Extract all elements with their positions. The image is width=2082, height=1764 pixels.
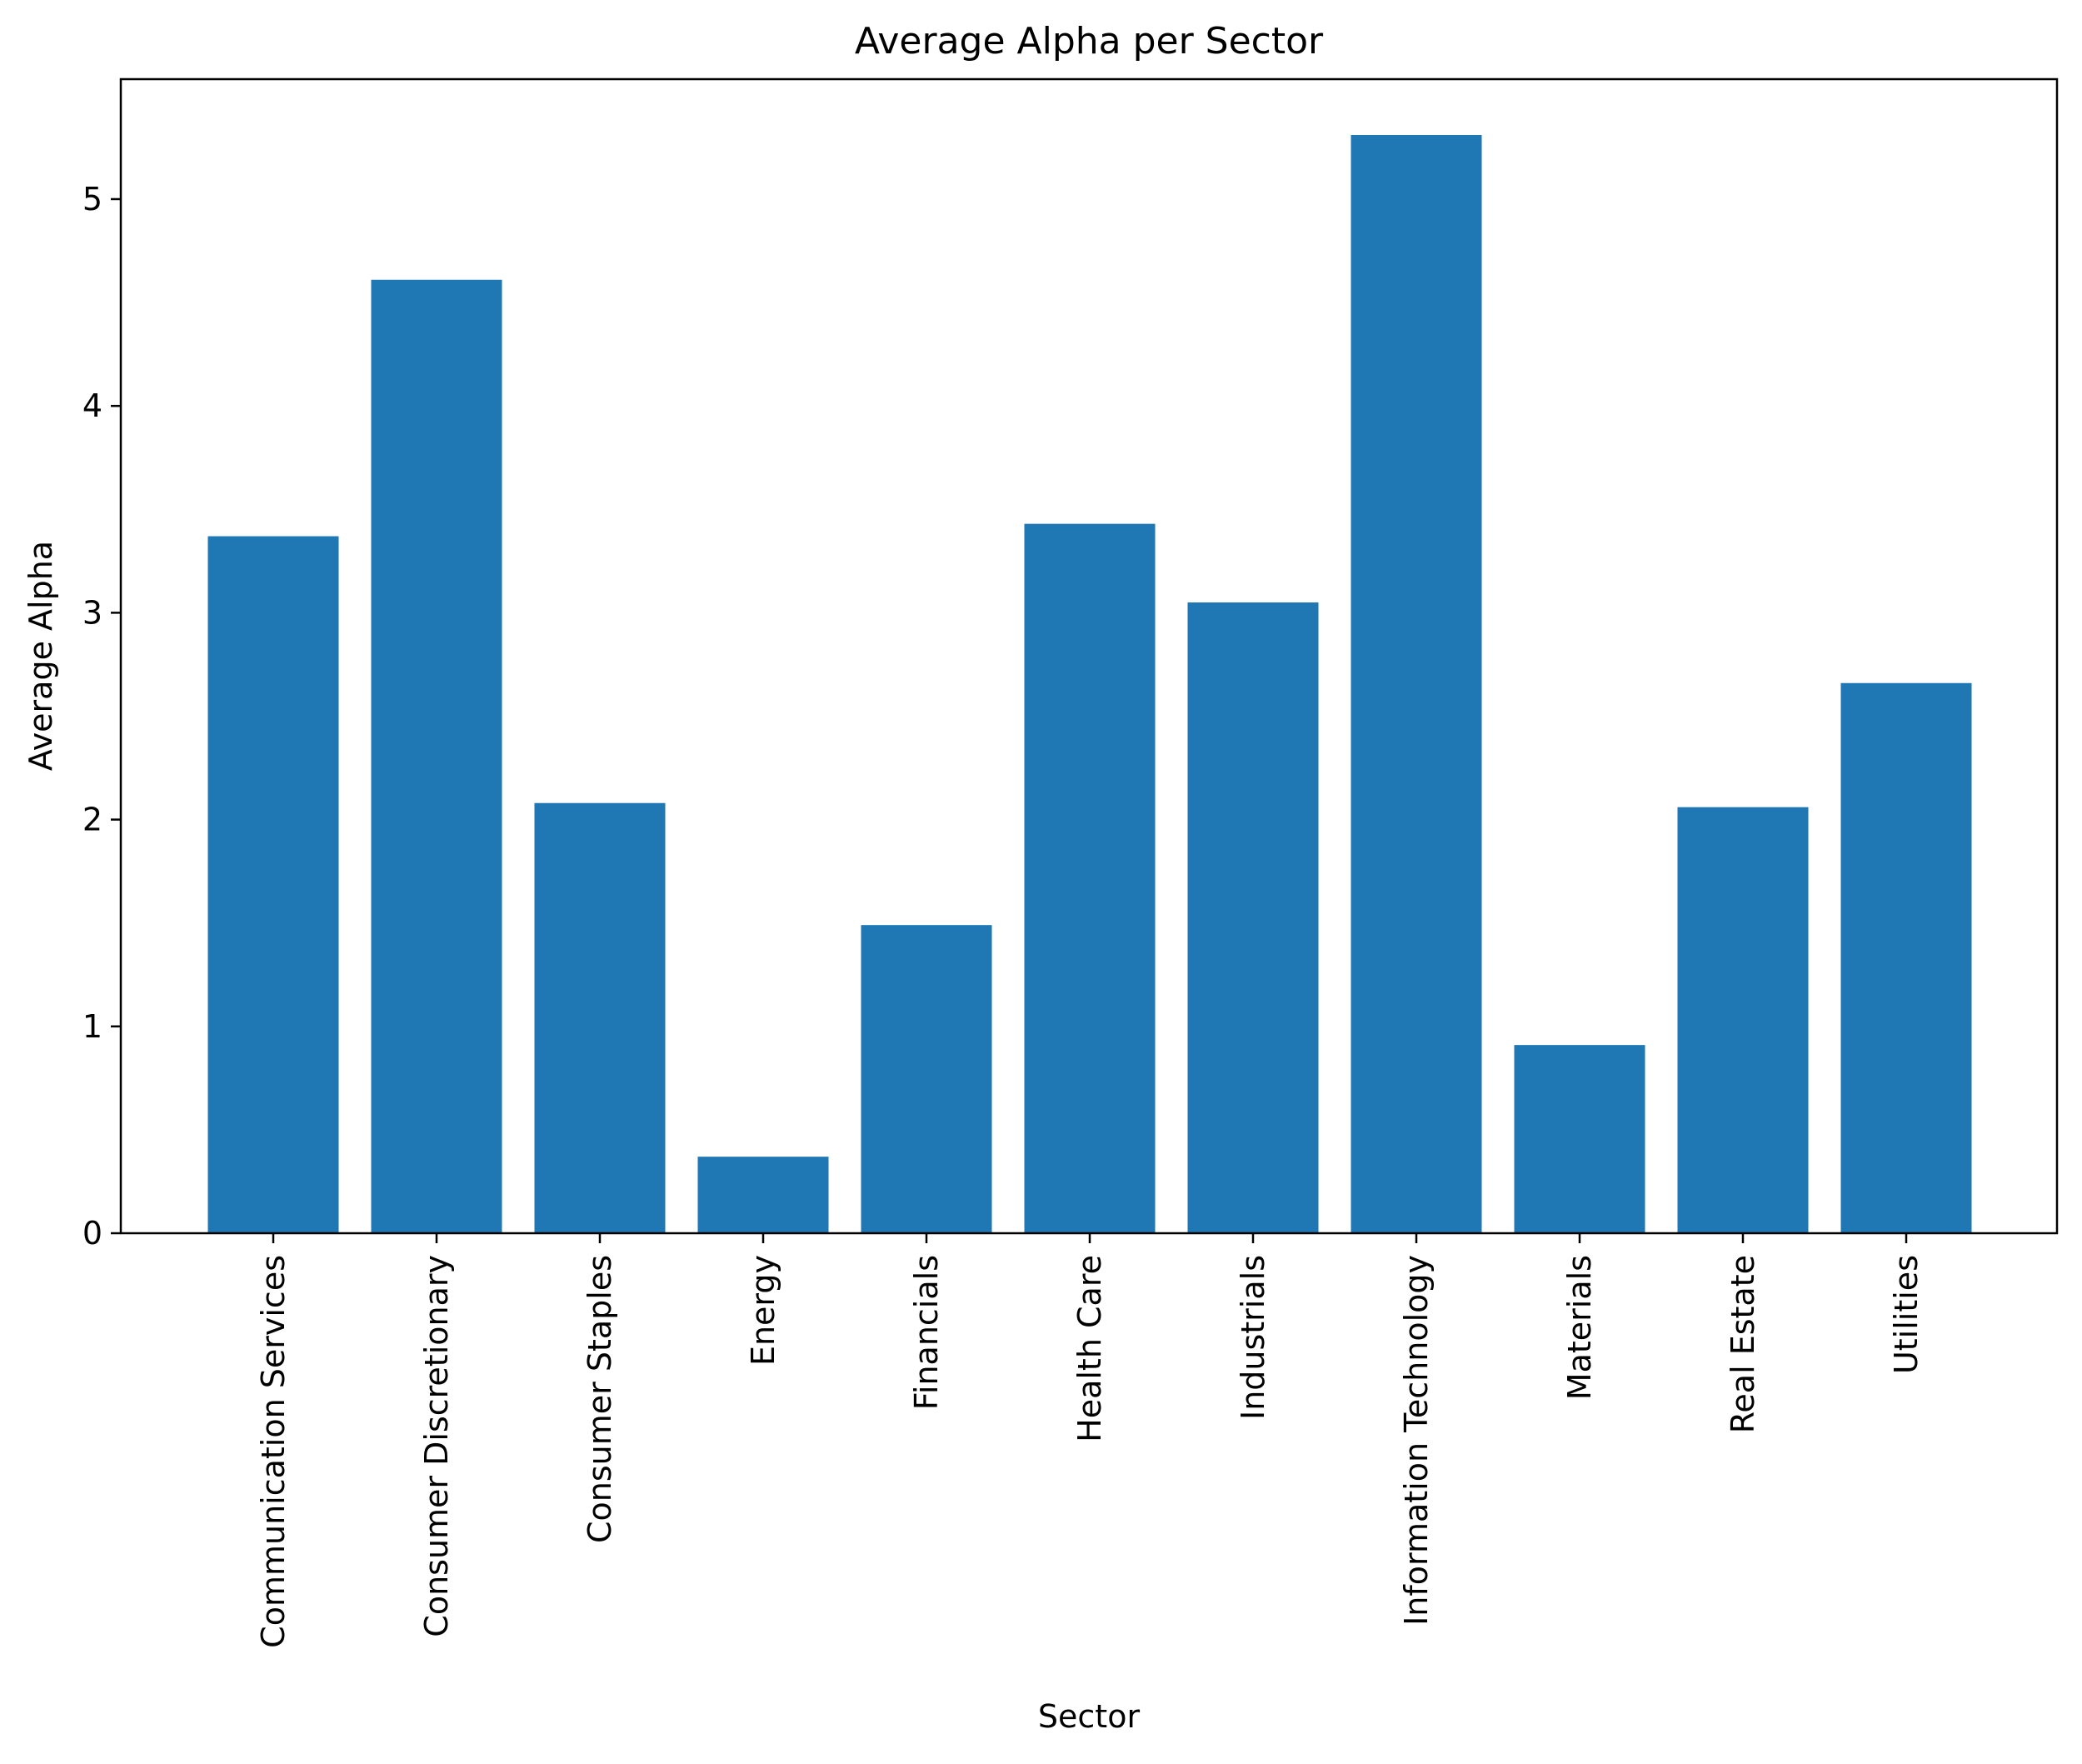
x-axis-label: Sector <box>1038 1698 1141 1735</box>
bar-industrials <box>1187 602 1319 1233</box>
x-tick-label: Energy <box>745 1255 781 1366</box>
bar-consumer-staples <box>534 802 666 1233</box>
y-tick-label: 5 <box>82 181 102 217</box>
x-axis: Communication Services Consumer Discretio… <box>255 1233 1925 1648</box>
x-tick-label: Information Technology <box>1398 1255 1435 1626</box>
y-axis: 0 1 2 3 4 5 <box>82 181 121 1252</box>
bar-financials <box>861 925 992 1233</box>
bar-communication-services <box>207 536 339 1233</box>
y-tick-label: 4 <box>82 387 102 424</box>
x-tick-label: Financials <box>908 1255 945 1410</box>
y-tick-label: 3 <box>82 594 102 631</box>
bar-information-technology <box>1351 135 1482 1234</box>
bar-energy <box>697 1157 829 1233</box>
bar-health-care <box>1024 523 1156 1233</box>
x-tick-label: Communication Services <box>255 1255 292 1648</box>
x-tick-label: Materials <box>1561 1255 1598 1400</box>
y-tick-label: 2 <box>82 802 102 838</box>
bar-materials <box>1514 1045 1645 1233</box>
bar-utilities <box>1840 682 1972 1233</box>
y-tick-label: 1 <box>82 1008 102 1045</box>
bar-real-estate <box>1677 807 1809 1233</box>
y-axis-label: Average Alpha <box>22 541 59 771</box>
chart-title: Average Alpha per Sector <box>855 20 1324 62</box>
y-tick-label: 0 <box>82 1215 102 1252</box>
bars-group <box>207 135 1972 1234</box>
x-tick-label: Consumer Discretionary <box>418 1255 455 1637</box>
x-tick-label: Consumer Staples <box>582 1255 618 1543</box>
x-tick-label: Industrials <box>1235 1255 1271 1420</box>
x-tick-label: Utilities <box>1888 1255 1925 1374</box>
x-tick-label: Health Care <box>1071 1255 1108 1442</box>
bar-consumer-discretionary <box>371 279 502 1233</box>
x-tick-label: Real Estate <box>1725 1255 1761 1433</box>
